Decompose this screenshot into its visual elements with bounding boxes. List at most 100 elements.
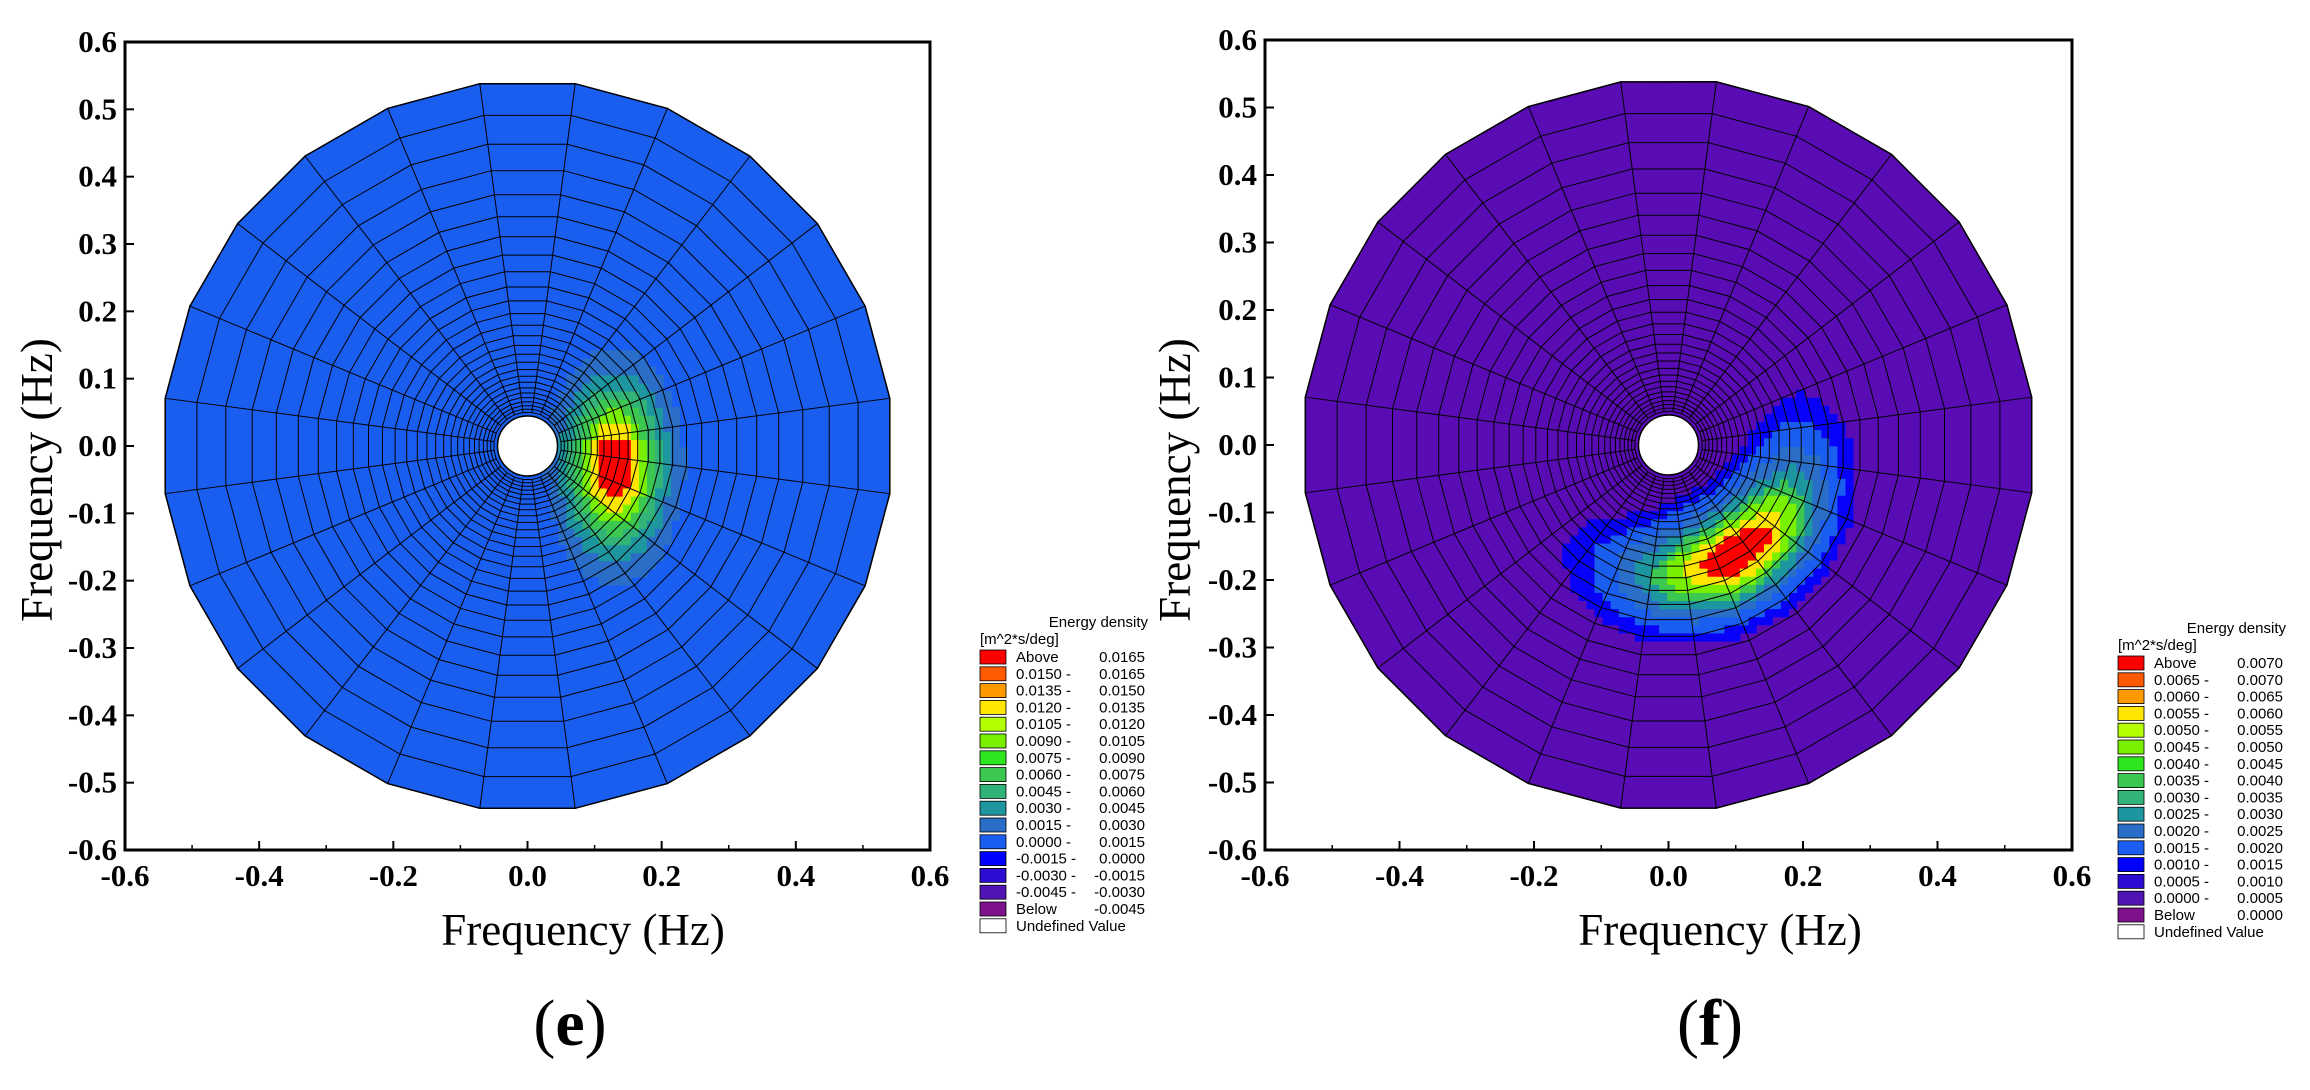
- y-axis-label: Frequency (Hz): [12, 338, 62, 622]
- legend-range: 0.0165: [1099, 666, 1145, 683]
- legend-swatch: [979, 767, 1007, 782]
- y-tick-label: -0.1: [68, 495, 117, 530]
- legend-label: 0.0055 -: [2154, 705, 2209, 722]
- legend-swatch: [2117, 672, 2145, 688]
- legend-swatch: [2117, 924, 2145, 940]
- y-tick-label: 0.0: [1218, 427, 1257, 462]
- legend-label: Undefined Value: [1016, 918, 1126, 935]
- y-tick-label: 0.5: [1218, 90, 1257, 125]
- legend-swatch: [2117, 722, 2145, 738]
- legend-range: 0.0045: [2237, 756, 2283, 773]
- legend-swatch: [2117, 790, 2145, 805]
- y-tick-label: 0.1: [1218, 360, 1257, 395]
- legend-swatch: [2117, 857, 2145, 872]
- legend: Energy density[m^2*s/deg]Above 0.00700.00…: [2117, 620, 2287, 941]
- legend-swatch: [2117, 773, 2145, 788]
- panel-f: -0.6 -0.5 -0.4 -0.3 -0.2 -0.1 0.0 0.1 0.2 0.3 0.4 0…: [1150, 22, 2286, 1060]
- legend-range: 0.0150: [1099, 683, 1145, 700]
- legend-label: -0.0015 -: [1016, 851, 1076, 868]
- legend-range: 0.0030: [1099, 817, 1145, 834]
- legend-label: 0.0045 -: [2154, 739, 2209, 756]
- legend-range: -0.0045: [1094, 901, 1145, 918]
- y-tick-label: 0.3: [78, 226, 117, 261]
- panel-label-letter: e: [555, 987, 584, 1060]
- y-tick-label: 0.3: [1218, 225, 1257, 260]
- legend-label: -0.0030 -: [1016, 867, 1076, 884]
- legend-label: 0.0005 -: [2154, 873, 2209, 890]
- legend-range: -0.0015: [1094, 867, 1145, 884]
- x-tick-label: 0.0: [1649, 858, 1688, 893]
- legend-label: 0.0000 -: [2154, 890, 2209, 907]
- y-tick-label: 0.6: [1218, 22, 1257, 57]
- x-tick-label: -0.4: [235, 858, 284, 893]
- legend-range: 0.0020: [2237, 840, 2283, 857]
- legend-label: 0.0000 -: [1016, 834, 1071, 851]
- legend-title: Energy density: [1049, 614, 1149, 631]
- legend-swatch: [2117, 806, 2145, 822]
- legend-range: 0.0030: [2237, 806, 2283, 823]
- y-tick-label: 0.4: [1218, 157, 1257, 192]
- legend-swatch: [2117, 706, 2145, 721]
- legend-label: Undefined Value: [2154, 924, 2264, 941]
- legend-swatch: [2117, 907, 2145, 923]
- x-tick-label: 0.4: [776, 858, 815, 893]
- legend-range: 0.0135: [1099, 699, 1145, 716]
- legend-label: 0.0060 -: [2154, 689, 2209, 706]
- legend-swatch: [979, 750, 1007, 766]
- legend-swatch: [979, 834, 1007, 850]
- panel-label: (e): [533, 987, 606, 1060]
- legend-range: 0.0075: [1099, 767, 1145, 784]
- center-hole: [496, 415, 559, 477]
- x-axis-label: Frequency (Hz): [1578, 905, 1862, 955]
- legend-label: 0.0010 -: [2154, 857, 2209, 874]
- legend-label: 0.0045 -: [1016, 783, 1071, 800]
- legend-range: 0.0050: [2237, 739, 2283, 756]
- x-tick-label: 0.6: [911, 858, 950, 893]
- legend-range: 0.0005: [2237, 890, 2283, 907]
- legend-range: 0.0015: [2237, 857, 2283, 874]
- legend-title: Energy density: [2187, 620, 2287, 637]
- x-tick-label: -0.6: [100, 858, 149, 893]
- y-tick-label: -0.6: [1208, 832, 1257, 867]
- legend-range: 0.0045: [1099, 800, 1145, 817]
- legend-range: 0.0000: [2237, 907, 2283, 924]
- y-tick-label: -0.1: [1208, 495, 1257, 530]
- legend-swatch: [979, 733, 1007, 749]
- legend-range: 0.0165: [1099, 649, 1145, 666]
- legend-range: 0.0055: [2237, 722, 2283, 739]
- legend-label: 0.0075 -: [1016, 750, 1071, 767]
- legend-swatch: [979, 700, 1007, 715]
- polar-grid: [164, 83, 891, 809]
- y-tick-label: -0.5: [1208, 765, 1257, 800]
- legend-label: 0.0030 -: [1016, 800, 1071, 817]
- legend-swatch: [979, 649, 1007, 665]
- x-tick-label: 0.2: [642, 858, 681, 893]
- legend-range: 0.0105: [1099, 733, 1145, 750]
- legend-label: 0.0015 -: [2154, 840, 2209, 857]
- legend-label: 0.0030 -: [2154, 789, 2209, 806]
- x-tick-label: 0.4: [1918, 858, 1957, 893]
- legend-range: 0.0065: [2237, 689, 2283, 706]
- legend-range: 0.0015: [1099, 834, 1145, 851]
- legend-label: Below: [1016, 901, 1057, 918]
- legend-label: 0.0025 -: [2154, 806, 2209, 823]
- legend-label: 0.0020 -: [2154, 823, 2209, 840]
- legend-swatch: [2117, 655, 2145, 671]
- y-tick-label: 0.2: [78, 293, 117, 328]
- legend-range: 0.0040: [2237, 773, 2283, 790]
- legend-range: 0.0120: [1099, 716, 1145, 733]
- legend-label: 0.0050 -: [2154, 722, 2209, 739]
- panel-e: -0.6 -0.5 -0.4 -0.3 -0.2 -0.1 0.0 0.1 0.2 0.3 0.4 0…: [12, 24, 1148, 1060]
- legend-swatch: [2117, 689, 2145, 704]
- x-tick-label: -0.2: [369, 858, 418, 893]
- x-tick-label: -0.2: [1509, 858, 1558, 893]
- legend-range: 0.0070: [2237, 672, 2283, 689]
- y-tick-label: -0.4: [68, 697, 117, 732]
- legend-label: -0.0045 -: [1016, 884, 1076, 901]
- legend-swatch: [979, 683, 1007, 698]
- legend-swatch: [2117, 840, 2145, 856]
- legend-label: 0.0090 -: [1016, 733, 1071, 750]
- x-tick-label: 0.0: [508, 858, 547, 893]
- legend-range: 0.0025: [2237, 823, 2283, 840]
